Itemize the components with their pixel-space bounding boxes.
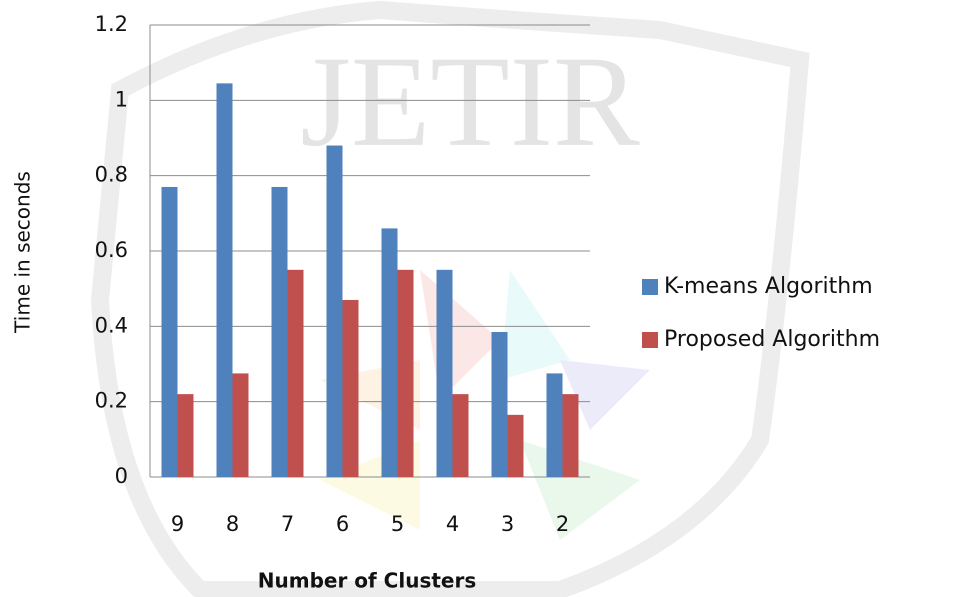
x-tick-label: 3 — [501, 512, 514, 536]
legend-label: Proposed Algorithm — [664, 327, 880, 352]
bar — [287, 269, 304, 477]
legend-swatch — [642, 332, 658, 348]
bar — [161, 186, 178, 477]
bar — [342, 299, 359, 477]
x-tick-label: 6 — [336, 512, 349, 536]
bar — [507, 414, 524, 477]
y-tick-label: 0.2 — [95, 389, 128, 413]
watermark: JETIR — [300, 30, 640, 174]
bar — [436, 269, 453, 477]
bar — [546, 373, 563, 477]
bar — [397, 269, 414, 477]
bar — [271, 186, 288, 477]
legend-label: K-means Algorithm — [664, 274, 873, 299]
bar — [216, 83, 233, 477]
y-tick-label: 0.6 — [95, 238, 128, 262]
x-tick-label: 5 — [391, 512, 404, 536]
bar — [491, 331, 508, 477]
bar — [562, 394, 579, 477]
bar — [177, 394, 194, 477]
x-tick-label: 2 — [556, 512, 569, 536]
bar — [232, 373, 249, 477]
bar — [326, 145, 343, 478]
y-tick-label: 0.4 — [95, 313, 128, 337]
bar — [381, 228, 398, 477]
bar — [452, 394, 469, 477]
y-tick-label: 1.2 — [95, 12, 128, 36]
x-tick-label: 7 — [281, 512, 294, 536]
x-tick-label: 4 — [446, 512, 459, 536]
x-tick-label: 8 — [226, 512, 239, 536]
y-axis-title: Time in seconds — [11, 171, 35, 334]
x-tick-label: 9 — [171, 512, 184, 536]
y-tick-label: 0.8 — [95, 163, 128, 187]
x-axis-title: Number of Clusters — [258, 569, 477, 593]
y-tick-label: 0 — [115, 464, 128, 488]
y-tick-label: 1 — [115, 87, 128, 111]
legend-swatch — [642, 279, 658, 295]
